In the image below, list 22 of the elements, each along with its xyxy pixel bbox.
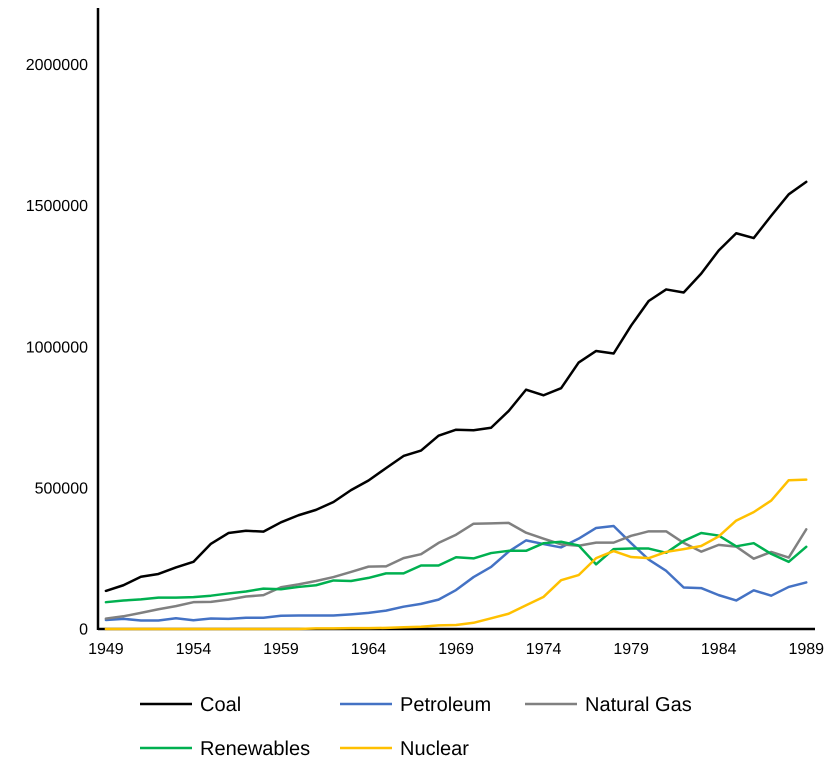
y-tick-label: 2000000 <box>26 57 88 74</box>
y-tick-label: 0 <box>79 622 88 639</box>
x-tick-label: 1974 <box>526 641 562 658</box>
legend-label: Renewables <box>200 738 310 760</box>
legend-label: Nuclear <box>400 738 470 760</box>
legend-label: Coal <box>200 694 242 716</box>
x-tick-label: 1949 <box>88 641 124 658</box>
y-tick-label: 1500000 <box>26 198 88 216</box>
x-tick-label: 1954 <box>176 641 212 658</box>
legend-label: Natural Gas <box>585 694 692 716</box>
x-tick-label: 1989 <box>788 641 824 658</box>
x-tick-label: 1969 <box>438 641 474 658</box>
x-tick-label: 1964 <box>350 641 386 658</box>
x-tick-label: 1979 <box>613 641 650 658</box>
line-series <box>104 478 808 630</box>
x-tick-label: 1959 <box>263 641 299 658</box>
line-series <box>104 180 808 592</box>
line-series <box>104 532 808 604</box>
y-tick-label: 1000000 <box>26 339 88 356</box>
x-tick-label: 1984 <box>700 641 737 658</box>
legend-label: Petroleum <box>400 694 492 716</box>
y-tick-label: 500000 <box>34 480 88 498</box>
